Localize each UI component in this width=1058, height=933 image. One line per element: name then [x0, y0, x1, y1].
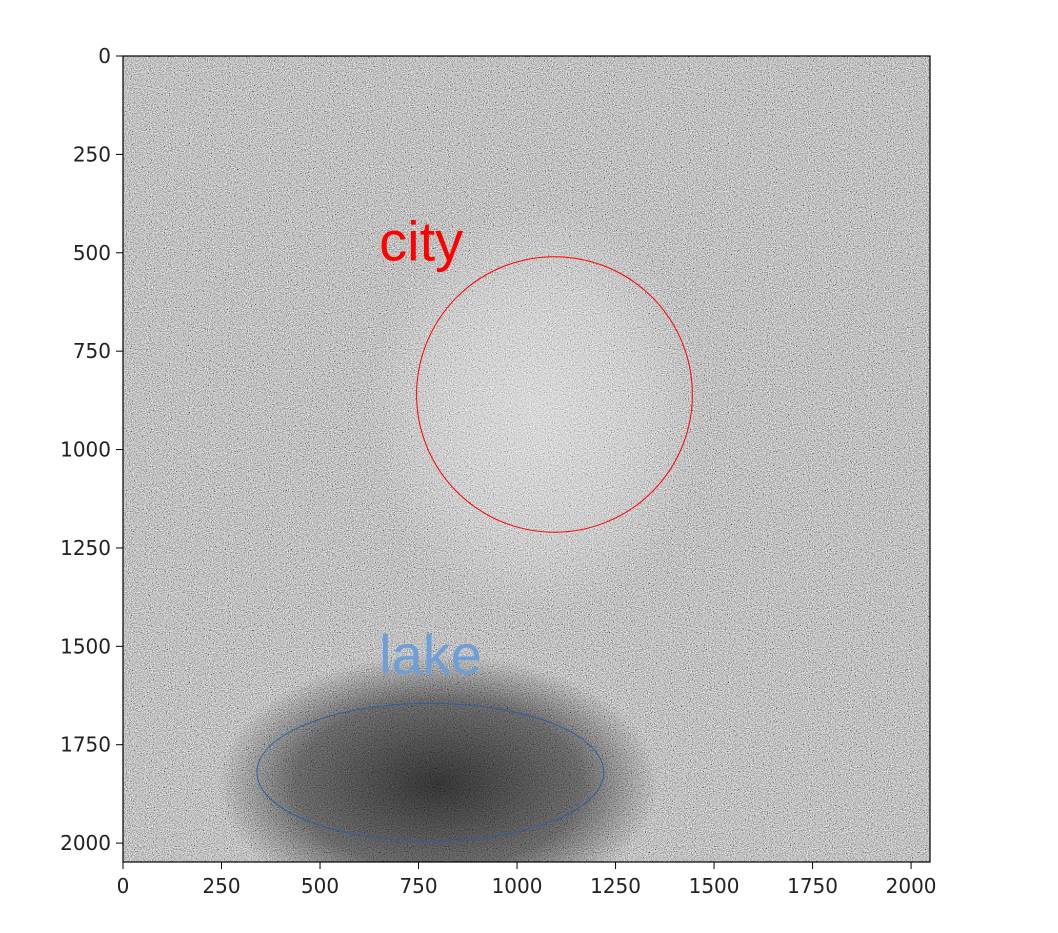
y-tick-label: 750 — [73, 339, 111, 363]
x-axis: 0 250 500 750 1000 1250 1500 1750 2000 — [117, 862, 937, 898]
y-tick-label: 1750 — [60, 733, 111, 757]
x-tick-label: 1250 — [590, 874, 641, 898]
x-tick-label: 750 — [399, 874, 437, 898]
y-axis: 0 250 500 750 1000 1250 1500 1750 2000 — [60, 44, 123, 855]
y-tick-label: 250 — [73, 142, 111, 166]
y-tick-label: 0 — [98, 44, 111, 68]
lake-ellipse-outline — [256, 702, 605, 842]
dark-water-region — [217, 654, 659, 862]
x-tick-label: 1750 — [787, 874, 838, 898]
region-outlines — [256, 256, 693, 842]
y-tick-label: 2000 — [60, 831, 111, 855]
x-tick-label: 1500 — [689, 874, 740, 898]
y-tick-label: 1500 — [60, 634, 111, 658]
y-tick-label: 1000 — [60, 438, 111, 462]
annotation-lake: lake — [379, 623, 482, 686]
y-tick-label: 500 — [73, 241, 111, 265]
x-tick-label: 250 — [202, 874, 240, 898]
x-tick-label: 2000 — [886, 874, 937, 898]
x-tick-label: 0 — [117, 874, 130, 898]
x-tick-label: 1000 — [492, 874, 543, 898]
axes-frame — [122, 55, 931, 863]
annotation-city: city — [379, 210, 463, 273]
bright-urban-region — [367, 205, 707, 615]
city-circle-outline — [416, 256, 693, 533]
sar-image — [123, 56, 930, 862]
x-tick-label: 500 — [301, 874, 339, 898]
region-labels: city lake — [379, 210, 482, 686]
y-tick-label: 1250 — [60, 536, 111, 560]
